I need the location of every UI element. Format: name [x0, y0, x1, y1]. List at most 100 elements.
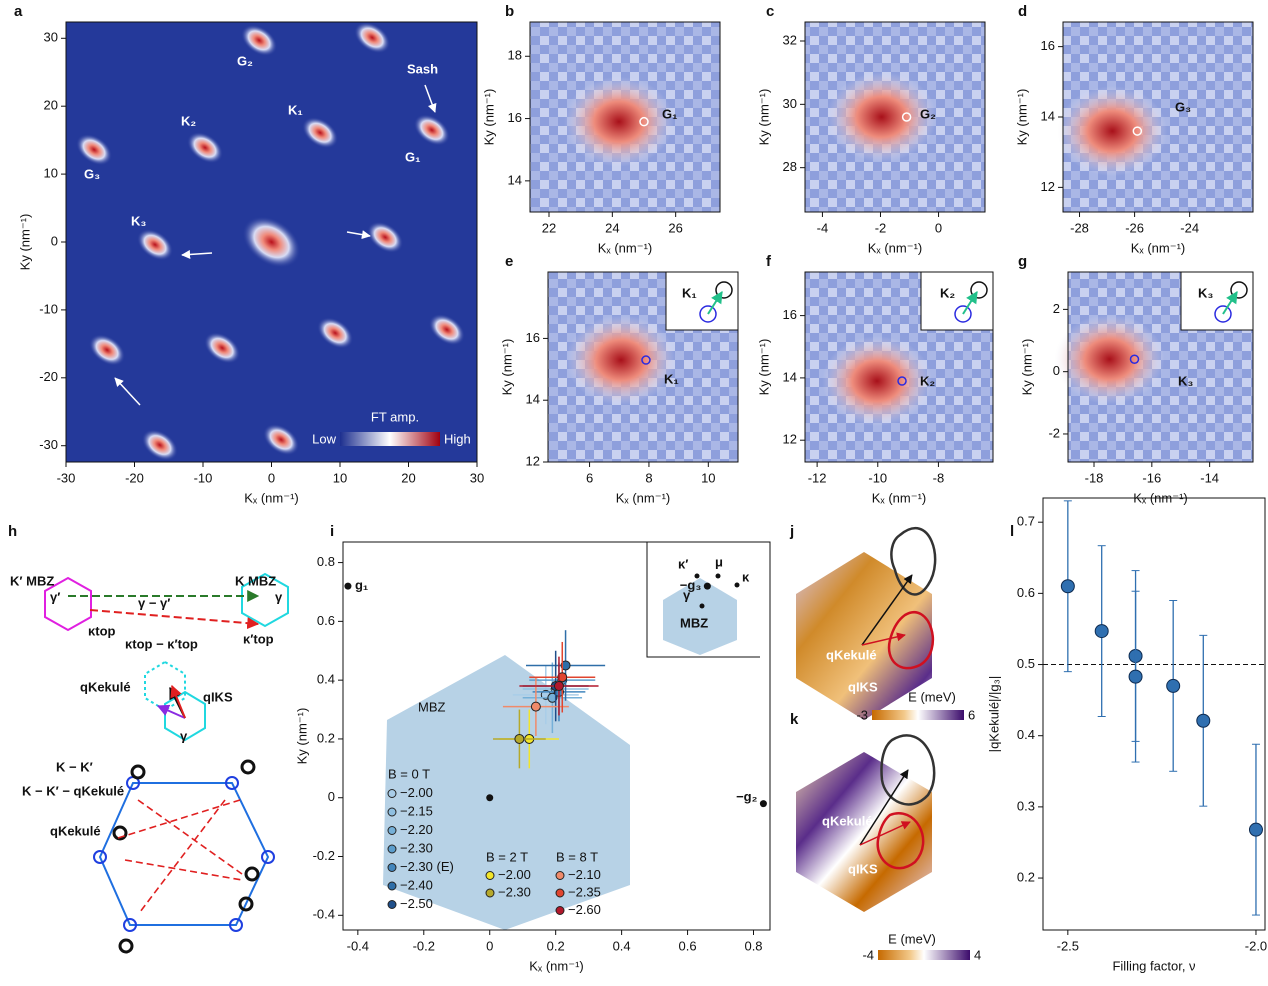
x-tick-label: 0	[935, 220, 942, 235]
arrow	[170, 684, 186, 719]
panel-letter: d	[1018, 3, 1027, 20]
inset-arrow	[707, 290, 723, 315]
x-tick-label: -8	[933, 470, 945, 485]
inset-hexagon	[663, 578, 737, 655]
legend-marker	[485, 888, 495, 898]
x-tick-label: 0	[486, 938, 493, 953]
annotation: K₁	[288, 102, 303, 117]
fourier-peak	[204, 332, 241, 364]
arrow	[859, 821, 911, 846]
legend-label: −2.60	[568, 902, 601, 917]
x-tick-label: 26	[668, 220, 682, 235]
data-point	[553, 681, 564, 692]
legend-label: −2.35	[568, 884, 601, 899]
fourier-peak	[89, 334, 126, 366]
peak-marker	[897, 376, 907, 386]
legend-marker	[387, 826, 397, 835]
y-tick-label: -0.2	[313, 848, 335, 863]
y-tick-label: 0.7	[1017, 514, 1035, 529]
x-tick-label: -10	[868, 470, 887, 485]
legend-label: −2.30	[498, 884, 531, 899]
colorbar-high: High	[444, 431, 471, 446]
inset-label: MBZ	[680, 615, 708, 630]
intensity-blob	[564, 76, 674, 167]
x-tick-label: -30	[57, 470, 76, 485]
dot	[694, 573, 700, 579]
fourier-peak	[187, 131, 224, 164]
mbz-hexagon	[383, 655, 630, 930]
annotation: MBZ	[418, 699, 446, 714]
panel-letter: e	[505, 253, 513, 270]
colorbar-title: E (meV)	[888, 931, 936, 946]
annotation: G₂	[920, 106, 936, 121]
arrow	[114, 377, 141, 406]
frame	[342, 541, 771, 931]
x-tick-label: -2.5	[1057, 938, 1079, 953]
point-label: −g₂	[736, 789, 758, 804]
x-tick-label: -14	[1200, 470, 1219, 485]
inset	[1180, 271, 1254, 331]
x-tick-label: -20	[125, 470, 144, 485]
legend-label: −2.00	[498, 867, 531, 882]
y-tick-label: -2	[1048, 425, 1060, 440]
annotation: K₁	[664, 371, 679, 386]
diagram-label: κ′top	[243, 631, 274, 646]
data-point	[1128, 669, 1143, 684]
legend-title: B = 2 T	[486, 849, 528, 864]
vector-label: qIKS	[848, 679, 878, 694]
legend-marker	[387, 900, 397, 909]
fourier-peak	[317, 317, 354, 349]
data-point	[1196, 713, 1211, 728]
data-point	[1166, 678, 1181, 693]
legend-title: B = 0 T	[388, 766, 430, 781]
legend-marker	[387, 881, 397, 891]
x-axis-label: Kₓ (nm⁻¹)	[616, 490, 670, 505]
data-point	[557, 672, 568, 683]
x-tick-label: 10	[701, 470, 715, 485]
y-tick-label: 0.2	[1017, 869, 1035, 884]
fourier-peak	[76, 134, 113, 166]
vector-label: qKekulé	[822, 813, 873, 828]
y-tick-label: 0	[51, 233, 58, 248]
x-tick-label: 20	[401, 470, 415, 485]
y-tick-label: -20	[39, 369, 58, 384]
y-tick-label: 16	[783, 307, 797, 322]
intensity-blob	[826, 72, 937, 162]
y-axis-label: Ky (nm⁻¹)	[756, 89, 771, 146]
panel-letter: i	[330, 523, 334, 540]
legend-label: −2.30 (E)	[400, 859, 454, 874]
legend-label: −2.30	[400, 840, 433, 855]
diagram-label: γ − γ′	[138, 595, 170, 610]
y-tick-label: 20	[44, 98, 58, 113]
y-tick-label: 12	[526, 453, 540, 468]
frame	[529, 21, 721, 213]
inset-label: μ	[715, 554, 723, 569]
x-tick-label: 0.8	[744, 938, 762, 953]
hexagon	[164, 690, 206, 742]
contour	[880, 734, 936, 806]
y-axis-label: |qKekulé|/|g₃|	[986, 676, 1001, 753]
legend-label: −2.20	[400, 822, 433, 837]
x-tick-label: 0.4	[613, 938, 631, 953]
y-tick-label: 12	[783, 432, 797, 447]
inset-i	[646, 542, 760, 658]
x-tick-label: 10	[333, 470, 347, 485]
y-tick-label: 18	[508, 48, 522, 63]
y-tick-label: 14	[1041, 108, 1055, 123]
x-tick-label: -12	[808, 470, 827, 485]
data-point	[530, 701, 541, 712]
x-axis-label: Kₓ (nm⁻¹)	[244, 490, 298, 505]
data-point	[547, 692, 558, 703]
vertex-circles	[93, 776, 275, 932]
x-tick-label: 0.2	[547, 938, 565, 953]
colorbar-tick-label: 6	[968, 707, 975, 722]
colorbar-low: Low	[312, 431, 336, 446]
shifted-circles	[112, 759, 260, 954]
peak-marker	[1129, 354, 1140, 364]
intensity-blob	[565, 315, 676, 406]
x-axis-label: Kₓ (nm⁻¹)	[529, 958, 583, 973]
hexagon	[44, 576, 92, 632]
data-point	[1094, 624, 1109, 639]
peak-marker	[639, 116, 649, 127]
